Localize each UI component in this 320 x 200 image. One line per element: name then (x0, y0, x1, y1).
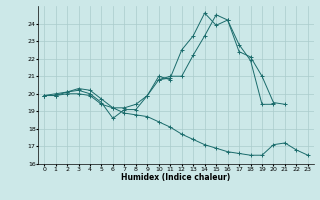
X-axis label: Humidex (Indice chaleur): Humidex (Indice chaleur) (121, 173, 231, 182)
